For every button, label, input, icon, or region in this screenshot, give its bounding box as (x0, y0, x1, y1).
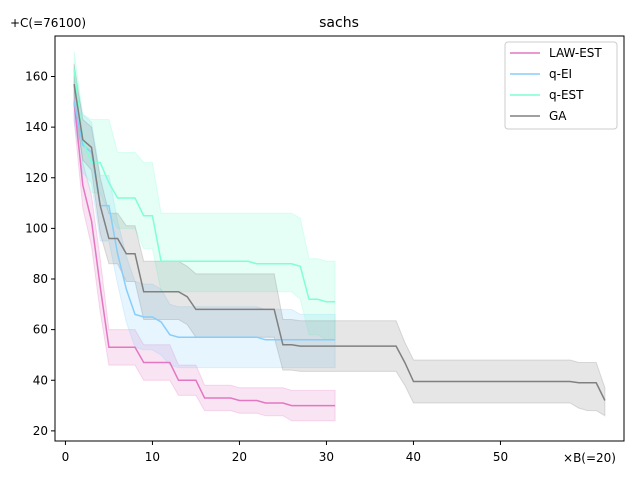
x-axis-ticks: 0 10 20 30 40 50 (62, 441, 508, 464)
chart-title: sachs (319, 15, 359, 31)
legend: LAW-EST q-EI q-EST GA (504, 41, 618, 130)
x-tick-label: 50 (493, 450, 508, 464)
plot-frame (54, 35, 625, 442)
series-line-2 (73, 68, 336, 303)
y-axis-offset-label: +C(=76100) (10, 16, 86, 30)
y-tick-label: 40 (33, 373, 48, 387)
band-1 (73, 76, 336, 369)
y-axis-ticks: 20 40 60 80 100 120 140 160 (25, 70, 55, 438)
legend-label-0: LAW-EST (549, 46, 602, 60)
legend-label-1: q-EI (549, 67, 572, 81)
axes (54, 35, 625, 442)
x-tick-label: 0 (62, 450, 70, 464)
series-line-3 (73, 83, 606, 401)
series-lines (73, 68, 606, 407)
series-line-1 (73, 101, 336, 341)
x-axis-offset-label: ×B(=20) (563, 451, 616, 465)
y-tick-label: 100 (25, 221, 48, 235)
y-tick-label: 80 (33, 272, 48, 286)
series-line-0 (73, 101, 336, 407)
x-tick-label: 40 (406, 450, 421, 464)
band-0 (73, 84, 336, 422)
y-tick-label: 120 (25, 171, 48, 185)
legend-label-2: q-EST (549, 88, 584, 102)
x-tick-label: 10 (145, 450, 160, 464)
y-tick-label: 140 (25, 120, 48, 134)
x-tick-label: 20 (232, 450, 247, 464)
legend-label-3: GA (549, 109, 567, 123)
x-tick-label: 30 (319, 450, 334, 464)
y-tick-label: 160 (25, 70, 48, 84)
legend-box (504, 41, 618, 130)
y-tick-label: 20 (33, 424, 48, 438)
y-tick-label: 60 (33, 323, 48, 337)
